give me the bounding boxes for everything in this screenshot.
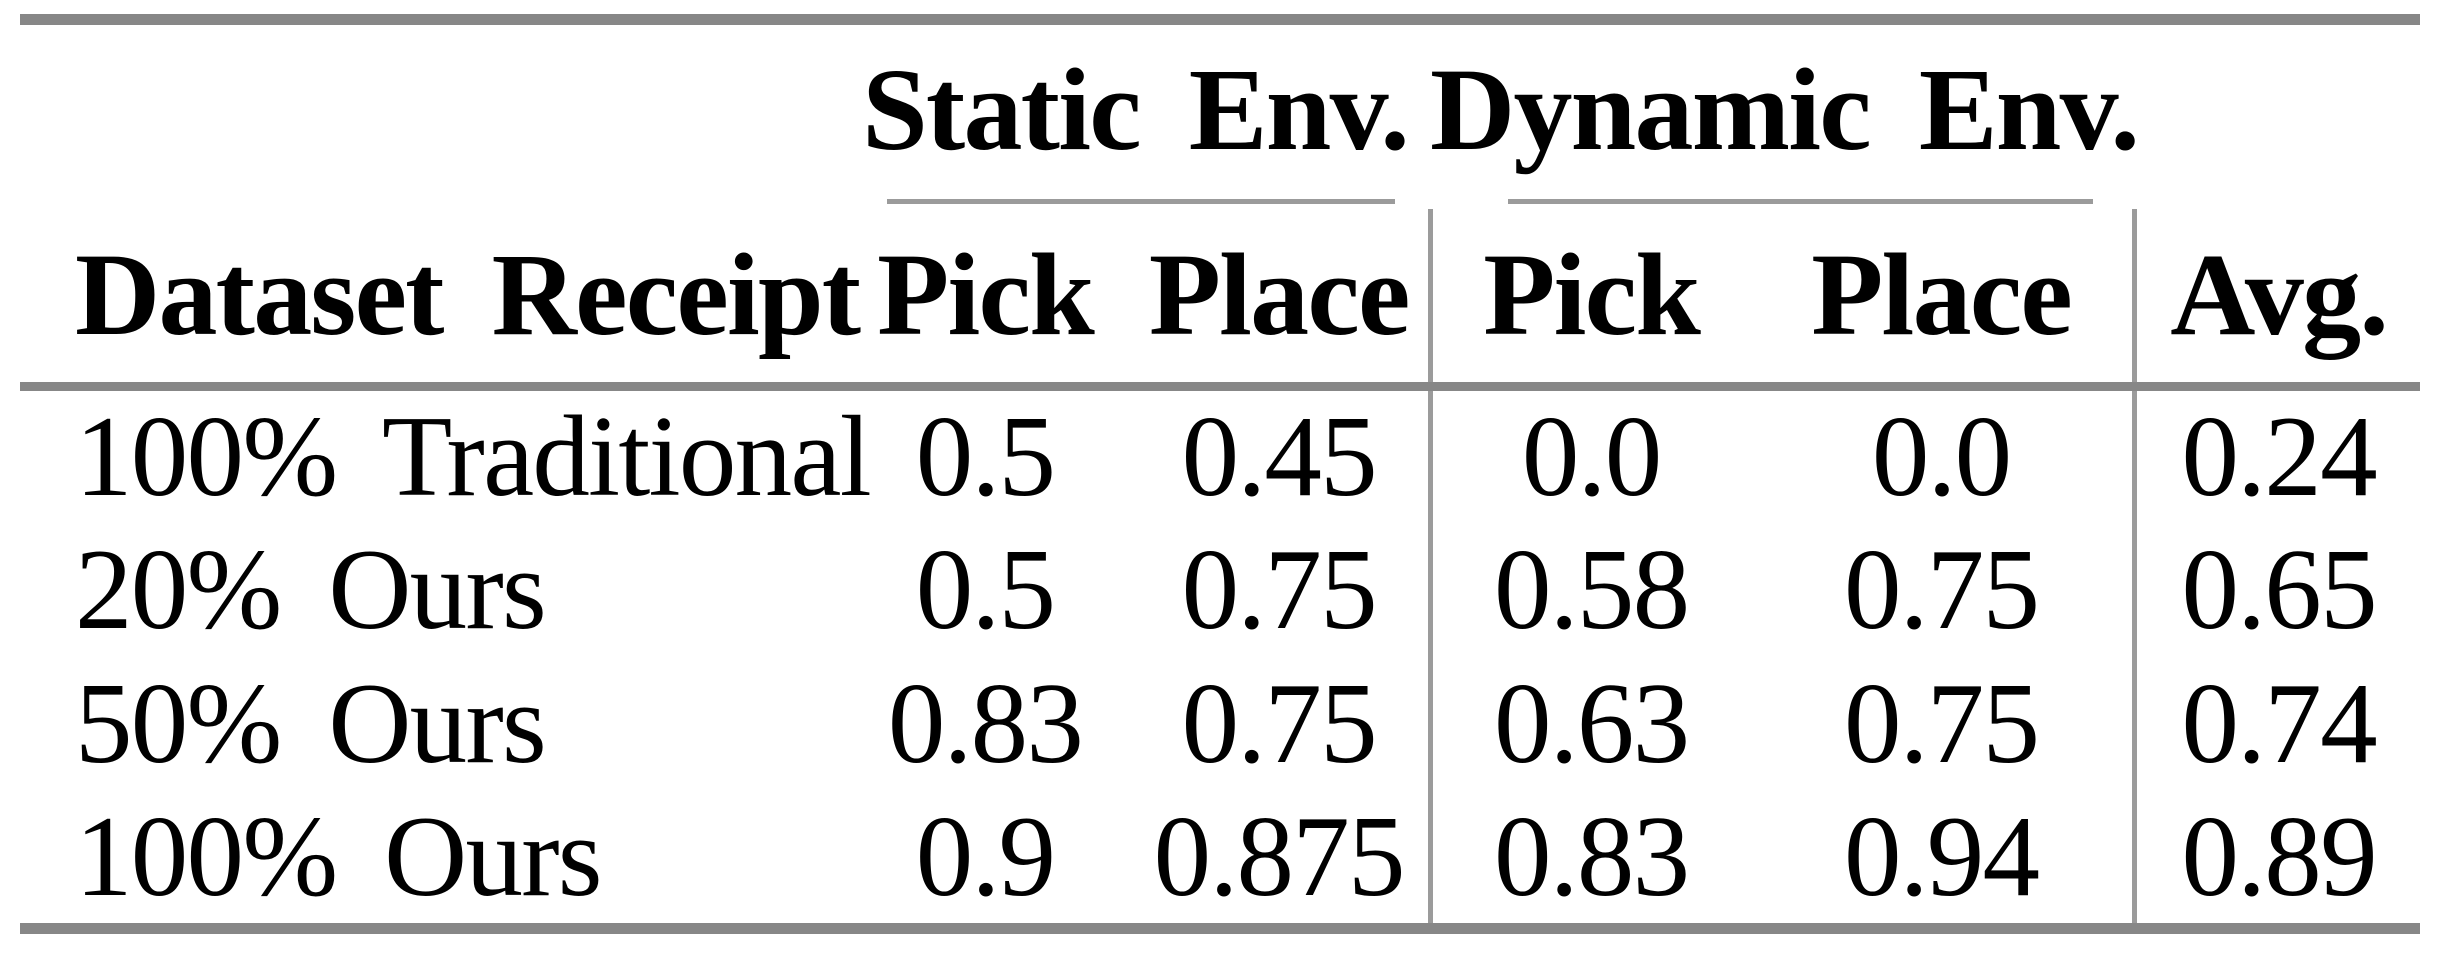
results-table: Static Env. Dynamic Env. Dataset Receipt… (20, 14, 2420, 934)
column-header-dynamic-pick: Pick (1427, 208, 1750, 391)
column-header-avg: Avg. (2132, 208, 2420, 391)
column-header-dataset-receipt: Dataset Receipt (20, 208, 861, 391)
column-header-row: Dataset Receipt Pick Place Pick Place Av… (20, 208, 2420, 391)
column-header-dynamic-place: Place (1749, 208, 2135, 391)
cmidrule-static (887, 199, 1395, 204)
cell-dynamic-pick: 0.63 (1427, 657, 1750, 791)
table-row-50-ours: 50% Ours 0.83 0.75 0.63 0.75 0.74 (20, 657, 2420, 791)
group-header-spacer (2134, 14, 2420, 195)
cell-dataset: 20% Ours (75, 526, 547, 653)
cell-static-pick: 0.9 (840, 791, 1130, 934)
cell-static-place: 0.75 (1181, 526, 1378, 653)
cell-dynamic-pick: 0.0 (1427, 386, 1750, 523)
group-header-row: Static Env. Dynamic Env. (20, 14, 2420, 195)
table-row-20-ours: 20% Ours 0.5 0.75 0.58 0.75 0.65 (20, 523, 2420, 657)
cell-static-pick: 0.83 (887, 660, 1084, 787)
cell-static-place: 0.875 (1130, 791, 1430, 934)
cmidrule-dynamic (1507, 199, 2093, 204)
group-header-dynamic: Dynamic Env. (1430, 14, 2140, 195)
cell-avg: 0.24 (2132, 386, 2420, 523)
table-row-100-ours: 100% Ours 0.9 0.875 0.83 0.94 0.89 (20, 791, 2420, 934)
cell-avg: 0.65 (2132, 523, 2420, 657)
group-header-spacer (20, 14, 841, 195)
table-row-100-traditional: 100% Traditional 0.5 0.45 0.0 0.0 0.24 (20, 386, 2420, 523)
cell-dynamic-place: 0.75 (1843, 526, 2040, 653)
cell-dataset: 100% Traditional (75, 393, 872, 520)
cell-avg: 0.89 (2132, 791, 2420, 934)
column-header-static-place: Place (1130, 208, 1430, 391)
cell-dynamic-place: 0.0 (1871, 393, 2012, 520)
cell-static-pick: 0.5 (915, 393, 1056, 520)
cell-dynamic-pick: 0.58 (1427, 523, 1750, 657)
cell-dataset: 100% Ours (20, 791, 841, 934)
cell-dynamic-pick: 0.83 (1427, 791, 1750, 934)
cell-avg: 0.74 (2132, 657, 2420, 791)
group-header-static: Static Env. (840, 14, 1430, 195)
cell-static-place: 0.45 (1181, 393, 1378, 520)
cell-dataset: 50% Ours (75, 660, 547, 787)
cell-dynamic-place: 0.75 (1843, 660, 2040, 787)
cmidrule-row (20, 195, 2420, 209)
cell-dynamic-place: 0.94 (1749, 791, 2135, 934)
cell-static-pick: 0.5 (915, 526, 1056, 653)
cell-static-place: 0.75 (1181, 660, 1378, 787)
column-header-static-pick: Pick (840, 208, 1130, 391)
